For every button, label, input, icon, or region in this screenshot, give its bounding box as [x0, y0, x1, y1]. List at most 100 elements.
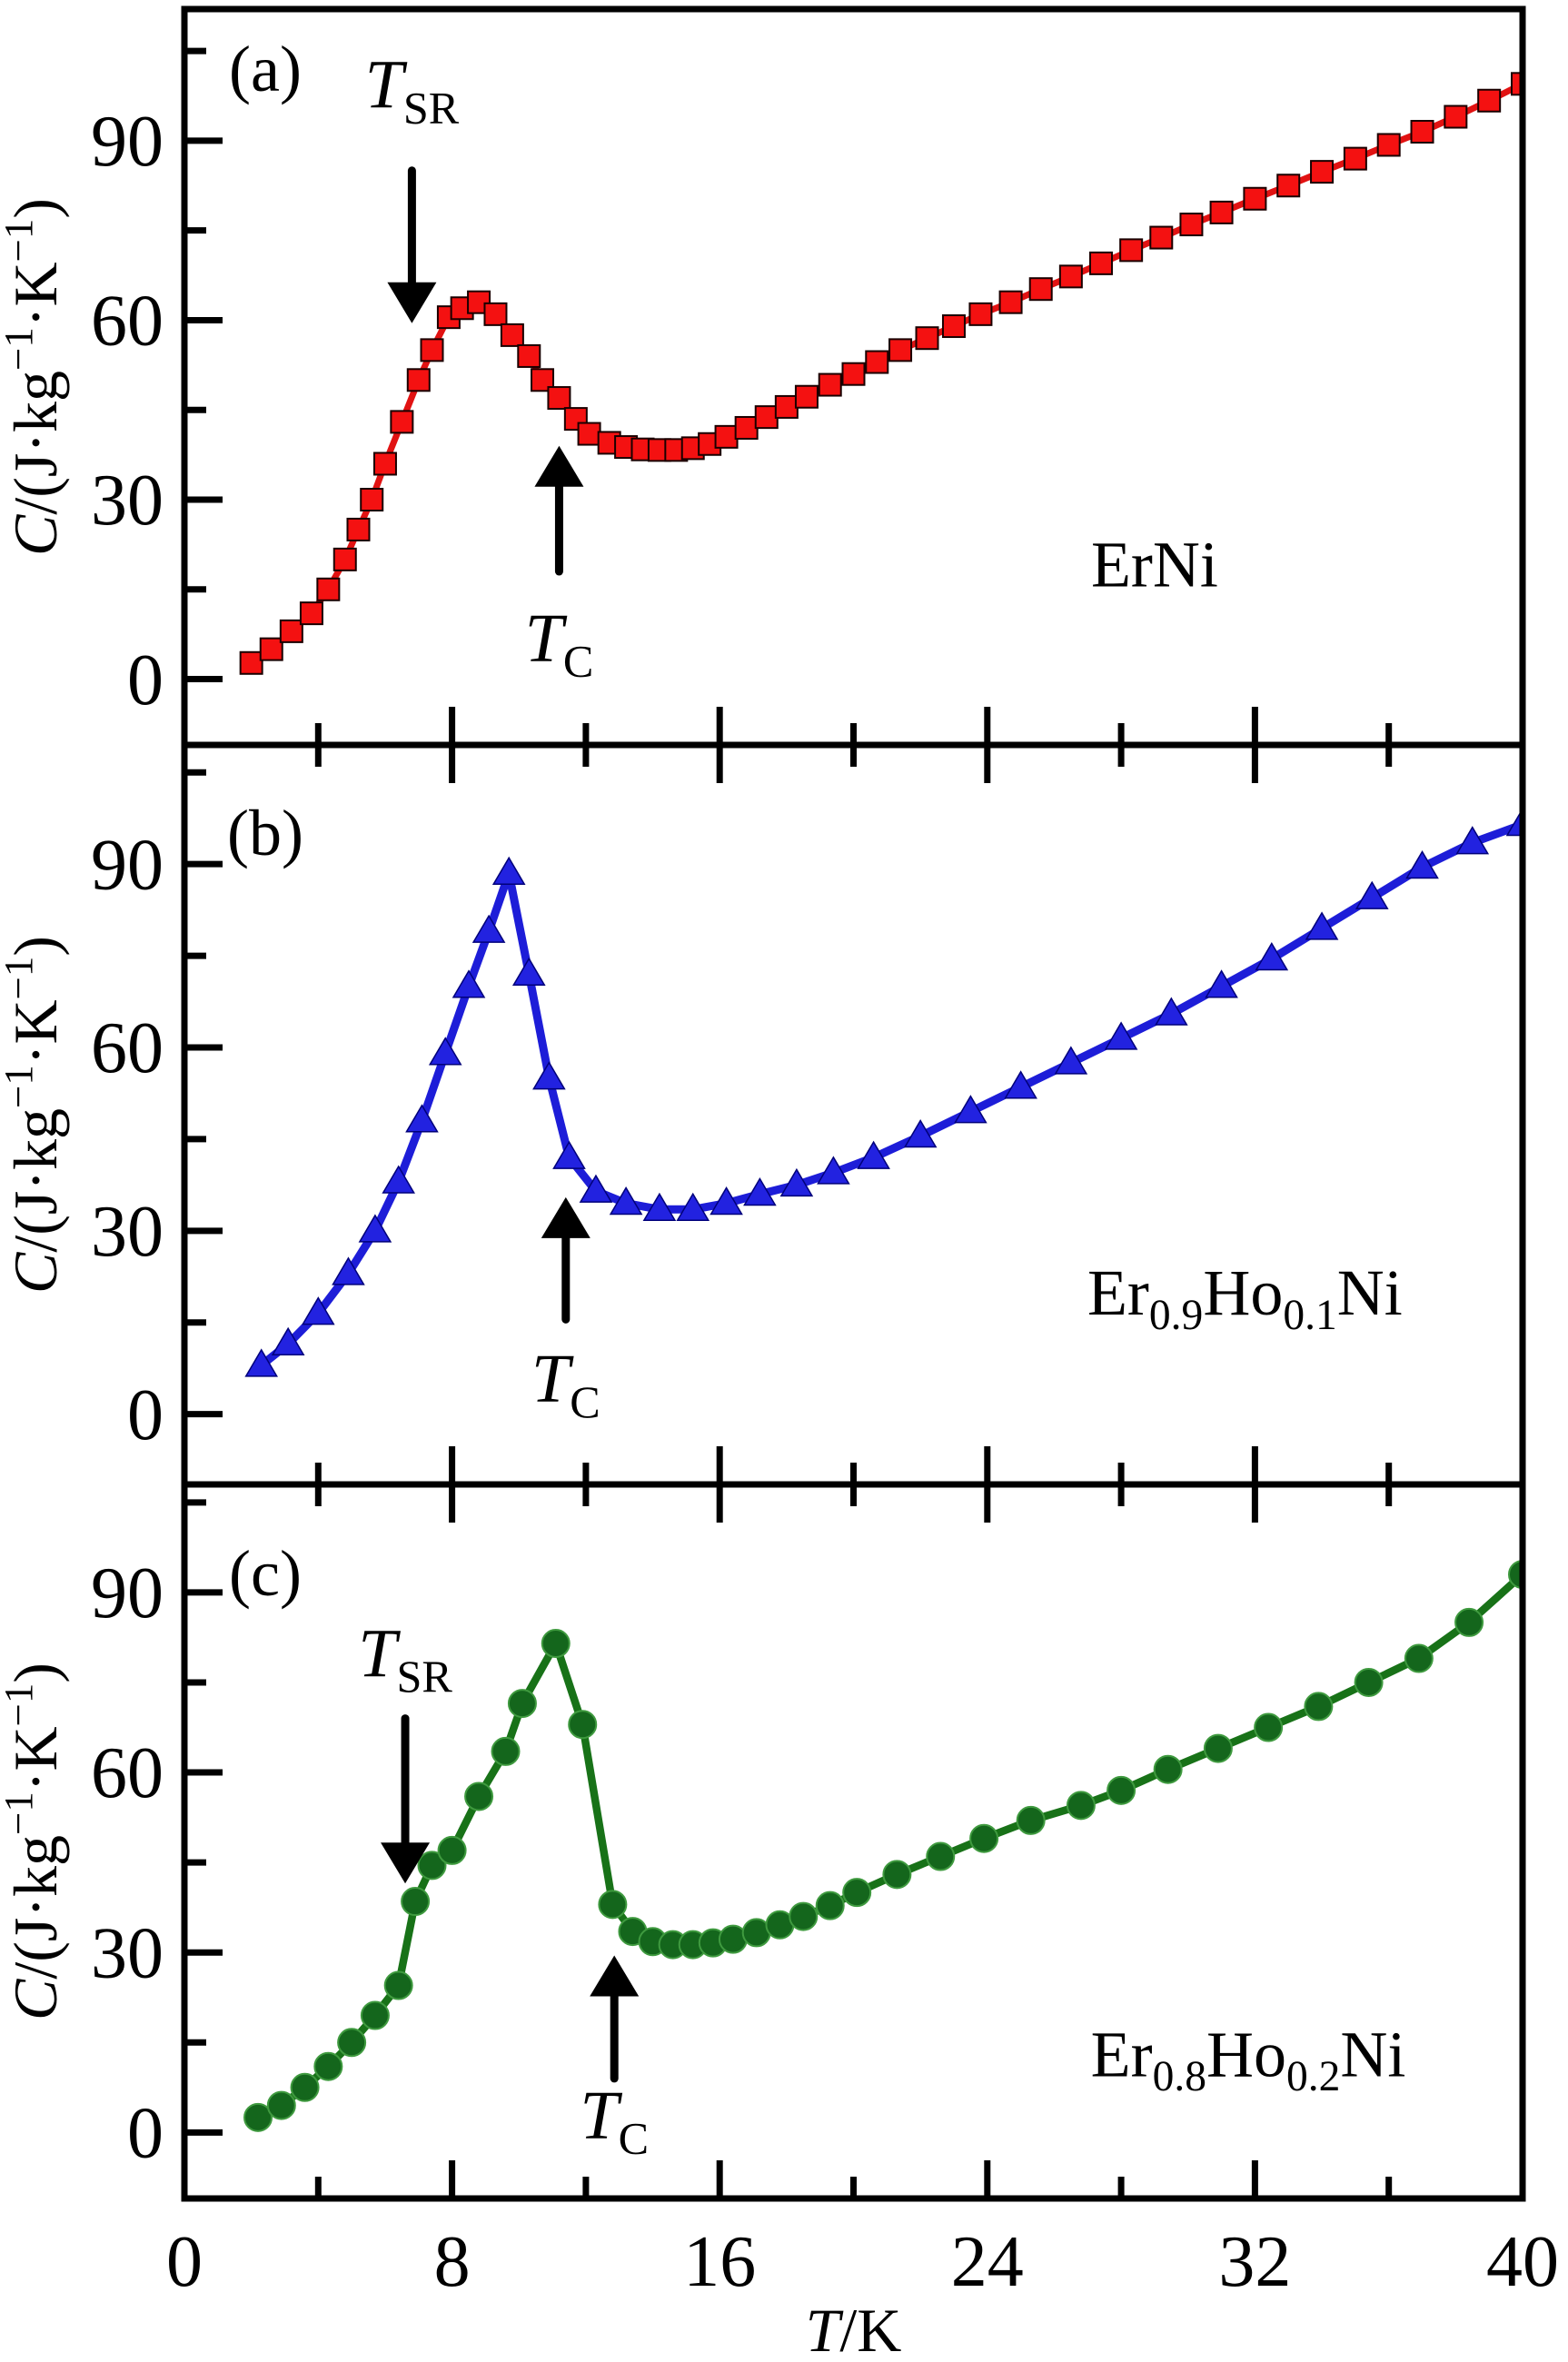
y-tick-label-30: 30: [91, 1913, 164, 1993]
material-annotation: Er0.8Ho0.2Ni: [1091, 2018, 1406, 2100]
data-point: [383, 1970, 413, 2000]
data-point: [279, 619, 303, 643]
panel-label: (a): [229, 33, 302, 105]
x-tick-label-24: 24: [951, 2222, 1024, 2302]
data-point: [1089, 251, 1114, 275]
data-point: [1209, 200, 1234, 224]
data-point: [1376, 133, 1401, 157]
data-point: [815, 1891, 845, 1920]
data-point: [817, 1156, 850, 1185]
data-point: [888, 338, 913, 362]
panel-a: 0 30 60 90 (a) ErNi TSR TC C/(J·kg−1·K−1): [0, 5, 1526, 749]
data-point: [754, 405, 779, 430]
data-point: [346, 517, 371, 541]
data-point: [517, 343, 541, 368]
data-point: [642, 1192, 677, 1222]
arrow-T-SR: TSR: [358, 1615, 452, 1884]
data-point: [1255, 941, 1289, 971]
data-point: [1305, 911, 1339, 940]
data-point: [676, 1192, 710, 1222]
x-tick-label-8: 8: [434, 2222, 471, 2302]
y-axis-title: C/(J·kg−1·K−1): [0, 1662, 70, 2020]
data-point: [1310, 160, 1335, 184]
series-Er0.8Ho0.2Ni: [243, 1560, 1523, 2132]
data-point: [1028, 277, 1053, 302]
y-tick-label-30: 30: [91, 461, 164, 541]
data-point: [511, 957, 546, 987]
data-point: [789, 1901, 819, 1931]
data-point: [714, 424, 739, 449]
data-point: [483, 302, 508, 326]
panel-label: (c): [229, 1537, 302, 1610]
data-point: [1107, 1775, 1136, 1805]
data-point: [1455, 826, 1490, 855]
data-point: [818, 372, 842, 397]
data-point: [547, 386, 571, 411]
data-point: [313, 2051, 343, 2081]
y-tick-label-90: 90: [91, 102, 164, 182]
data-point: [841, 362, 866, 386]
data-point: [779, 1167, 814, 1197]
data-point: [437, 1835, 467, 1865]
data-point: [609, 1186, 643, 1216]
data-point: [1149, 225, 1174, 250]
y-tick-label-60: 60: [91, 1008, 164, 1088]
data-point: [968, 302, 993, 326]
arrow-T-C: TC: [525, 445, 593, 687]
arrow-label: TSR: [365, 47, 460, 134]
data-point: [579, 1174, 613, 1203]
arrow-label: TSR: [358, 1615, 452, 1702]
y-tick-label-0: 0: [127, 1375, 164, 1455]
y-axis-title: C/(J·kg−1·K−1): [0, 198, 70, 556]
data-point: [998, 290, 1023, 314]
data-point: [1153, 1754, 1183, 1784]
data-point: [337, 2028, 367, 2058]
y-tick-label-0: 0: [127, 2094, 164, 2174]
y-tick-label-30: 30: [91, 1192, 164, 1272]
data-point: [405, 1104, 439, 1133]
x-axis-title: T/K: [806, 2296, 902, 2362]
panel-border: [181, 1481, 1526, 2202]
data-point: [464, 1781, 494, 1811]
data-point: [301, 1296, 335, 1325]
data-point: [1205, 969, 1238, 998]
data-point: [1066, 1791, 1096, 1821]
data-point: [1410, 120, 1434, 144]
data-point: [1276, 174, 1301, 198]
data-point: [969, 1823, 999, 1853]
data-point: [507, 1689, 537, 1719]
data-point: [1508, 1560, 1523, 1590]
data-point: [903, 1119, 938, 1148]
material-annotation: ErNi: [1091, 528, 1218, 600]
data-point: [857, 1140, 890, 1169]
data-point: [332, 1256, 365, 1285]
data-point: [1054, 1046, 1088, 1075]
data-point: [239, 650, 263, 675]
data-point: [1203, 1733, 1233, 1763]
data-point: [1405, 850, 1439, 879]
arrow-T-C: TC: [531, 1196, 600, 1427]
y-axis-title: C/(J·kg−1·K−1): [0, 936, 70, 1294]
material-annotation: Er0.9Ho0.1Ni: [1087, 1256, 1403, 1339]
x-tick-label-16: 16: [683, 2222, 756, 2302]
data-point: [1343, 146, 1367, 171]
data-point: [390, 410, 414, 434]
data-point: [1004, 1070, 1037, 1099]
data-point: [1404, 1643, 1434, 1673]
data-point: [360, 2000, 390, 2030]
y-tick-label-0: 0: [127, 640, 164, 720]
data-point: [794, 384, 819, 409]
data-point: [420, 338, 444, 362]
x-tick-label-40: 40: [1486, 2222, 1559, 2302]
data-point: [541, 1629, 571, 1659]
data-point: [954, 1095, 987, 1124]
data-point: [1355, 880, 1389, 909]
data-point: [1104, 1021, 1138, 1050]
arrow-label: TC: [580, 2078, 649, 2164]
data-point: [1304, 1692, 1334, 1722]
data-point: [382, 1165, 415, 1194]
arrow-head: [381, 1842, 431, 1884]
data-point: [1016, 1805, 1046, 1835]
